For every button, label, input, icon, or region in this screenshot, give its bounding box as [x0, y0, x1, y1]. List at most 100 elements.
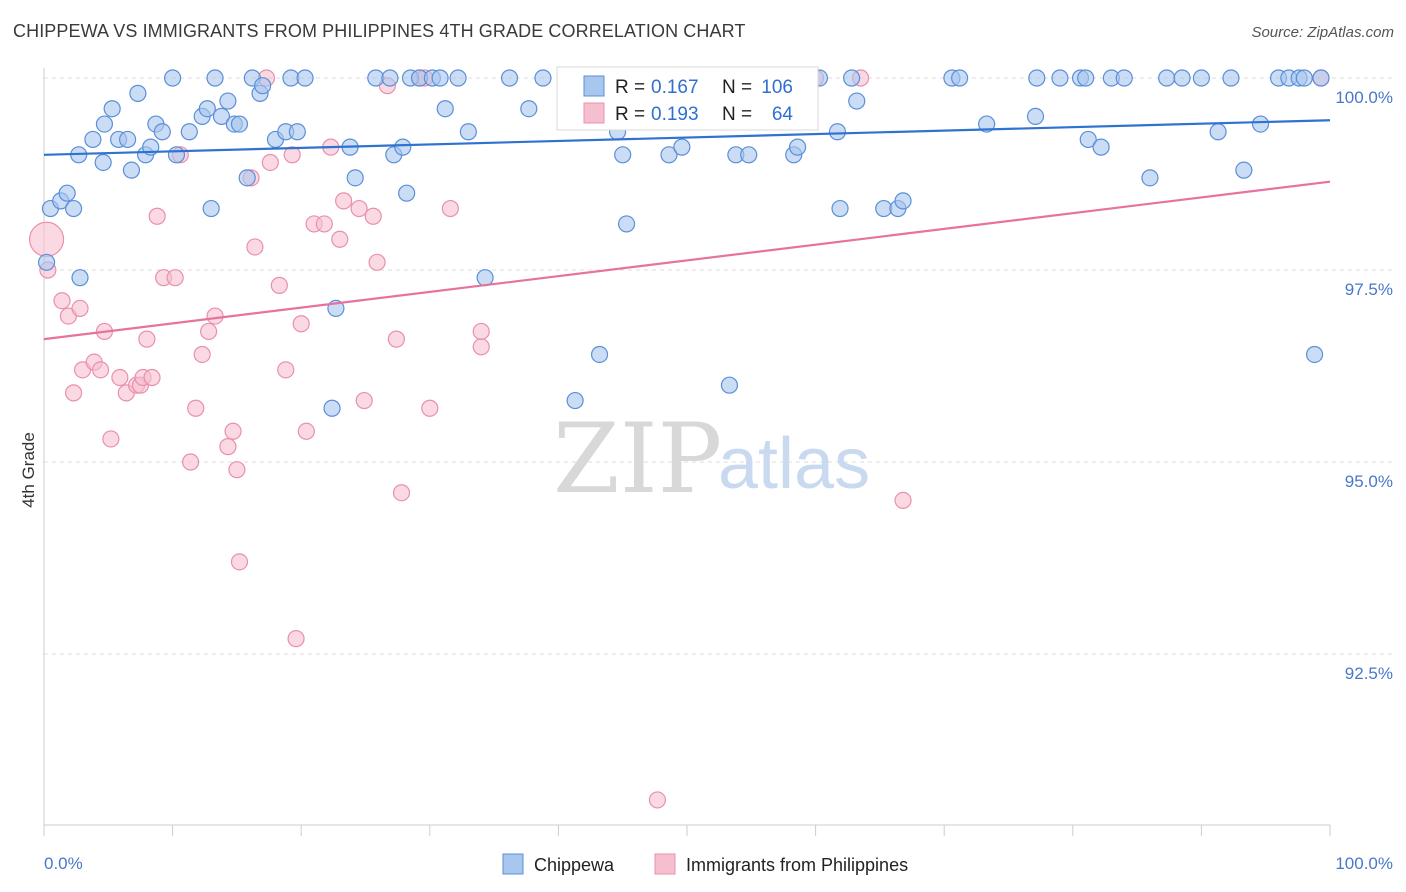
stats-legend: R = 0.167 N = 106 R = 0.193 N = 64: [556, 66, 819, 131]
philippines-point-37: [283, 146, 301, 164]
philippines-point-11: [111, 368, 129, 387]
chippewa-point-52: [449, 69, 467, 87]
chippewa-point-108: [1312, 69, 1330, 87]
philippines-point-49: [368, 253, 386, 271]
chippewa-point-50: [431, 69, 449, 87]
chippewa-point-3: [64, 199, 83, 218]
chippewa-point-54: [476, 269, 494, 287]
chippewa-point-36: [288, 123, 306, 141]
legend-r-label-philippines: R =: [615, 104, 645, 125]
philippines-point-47: [355, 391, 373, 410]
philippines-point-25: [200, 322, 218, 341]
trendline-philippines: [43, 180, 1331, 341]
chippewa-point-107: [1305, 345, 1324, 364]
legend-n-value-chippewa: 106: [761, 77, 793, 98]
trendlines: [43, 119, 1331, 341]
philippines-point-54: [421, 399, 439, 417]
chippewa-point-85: [978, 115, 996, 133]
chippewa-point-71: [740, 146, 758, 164]
philippines-point-10: [102, 430, 120, 448]
philippines-point-51: [387, 330, 405, 348]
chippewa-point-8: [95, 115, 114, 133]
y-tick-label-1: 95.0%: [1345, 472, 1393, 491]
chippewa-point-77: [828, 123, 847, 141]
y-axis-tick-labels: 92.5% 95.0% 97.5% 100.0%: [1335, 88, 1393, 683]
philippines-point-61: [894, 491, 912, 509]
chippewa-point-92: [1092, 138, 1110, 156]
chippewa-point-46: [398, 184, 416, 202]
chippewa-point-76: [831, 199, 849, 218]
gridlines: [44, 77, 1392, 655]
chippewa-point-87: [1026, 107, 1045, 126]
chippewa-point-56: [520, 100, 538, 118]
watermark-atlas: atlas: [718, 424, 870, 504]
chippewa-point-95: [1141, 169, 1159, 187]
philippines-point-4: [64, 384, 83, 402]
trendline-chippewa: [43, 119, 1331, 156]
chippewa-point-98: [1192, 69, 1211, 87]
legend-r-value-chippewa: 0.167: [651, 77, 699, 98]
philippines-point-45: [335, 192, 353, 210]
chippewa-point-109: [37, 253, 56, 271]
philippines-point-23: [187, 399, 205, 417]
chippewa-point-102: [1251, 115, 1270, 133]
chippewa-point-55: [500, 69, 519, 87]
philippines-point-16: [138, 330, 156, 348]
philippines-point-32: [246, 238, 264, 256]
source-label: Source: ZipAtlas.com: [1251, 24, 1394, 41]
legend-r-label-chippewa: R =: [615, 77, 645, 98]
chippewa-point-59: [590, 345, 609, 364]
chippewa-point-7: [94, 153, 112, 172]
chippewa-point-32: [254, 77, 272, 95]
chippewa-point-99: [1209, 123, 1227, 141]
philippines-point-56: [472, 338, 490, 356]
philippines-point-52: [392, 484, 411, 502]
philippines-point-0: [28, 221, 65, 257]
philippines-point-24: [193, 345, 211, 364]
philippines-point-28: [224, 422, 242, 440]
chippewa-point-94: [1115, 69, 1133, 87]
philippines-point-22: [182, 453, 200, 471]
philippines-point-57: [472, 322, 490, 341]
philippines-point-42: [315, 215, 333, 233]
legend-swatch-philippines: [583, 102, 605, 124]
philippines-point-17: [143, 368, 161, 387]
chippewa-point-65: [660, 146, 678, 164]
chippewa-point-37: [296, 69, 314, 87]
bottom-legend-label-philippines: Immigrants from Philippines: [686, 855, 908, 875]
legend-r-value-philippines: 0.193: [651, 104, 699, 125]
chippewa-point-20: [180, 123, 198, 141]
philippines-point-26: [206, 307, 224, 325]
philippines-point-36: [277, 361, 295, 379]
chippewa-point-91: [1079, 130, 1097, 149]
chippewa-point-22: [198, 100, 216, 118]
philippines-point-18: [148, 207, 166, 225]
chippewa-point-13: [129, 84, 147, 102]
watermark-zip: ZIP: [553, 403, 722, 515]
chippewa-point-63: [617, 215, 636, 233]
x-tick-label-min: 0.0%: [44, 854, 83, 873]
y-tick-label-3: 100.0%: [1335, 88, 1393, 107]
philippines-point-20: [166, 269, 184, 287]
chippewa-point-29: [238, 169, 256, 187]
philippines-point-55: [441, 199, 459, 218]
chippewa-point-39: [323, 399, 341, 417]
y-axis-label: 4th Grade: [19, 432, 38, 508]
bottom-legend-label-chippewa: Chippewa: [534, 855, 615, 875]
chippewa-point-57: [534, 69, 552, 87]
chippewa-point-106: [1295, 69, 1313, 87]
chippewa-point-78: [843, 69, 861, 87]
chippewa-point-62: [614, 146, 632, 164]
chippewa-point-18: [164, 69, 182, 87]
chippewa-point-23: [202, 199, 220, 218]
chippewa-point-90: [1077, 69, 1095, 87]
bottom-legend-swatch-chippewa: [502, 853, 524, 875]
chippewa-point-2: [58, 184, 76, 202]
series-legend: Chippewa Immigrants from Philippines: [502, 853, 908, 875]
chippewa-point-79: [848, 92, 866, 110]
philippines-point-29: [228, 461, 246, 479]
chippewa-point-51: [436, 100, 454, 118]
philippines-point-27: [219, 438, 237, 456]
chippewa-point-25: [212, 107, 231, 126]
